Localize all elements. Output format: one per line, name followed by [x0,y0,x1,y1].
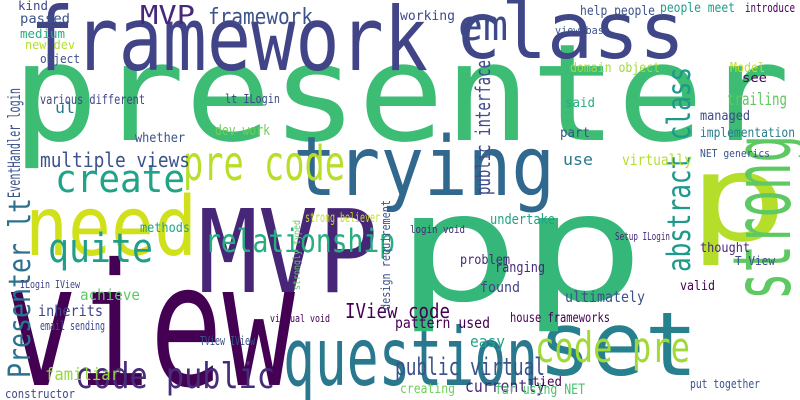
word: dev work [215,123,270,139]
word: class [455,0,685,77]
word: kind [18,0,48,13]
word: methods [140,221,190,236]
word: easy [470,332,505,351]
word: create [55,157,185,201]
word: public virtual [395,353,545,381]
word: currently [465,377,545,397]
word: strongly typed [292,220,303,290]
word: MVP [140,1,195,31]
word: code public [75,356,275,397]
word: p [520,162,645,336]
word: question [283,311,538,400]
word: abstract class [660,67,698,272]
word: use [563,150,593,169]
word: login void [410,223,465,236]
word: see [742,71,767,85]
word: virtually [622,151,692,169]
word: passed [20,12,70,27]
word: virtual void [270,312,330,325]
word: Setup ILogin [615,230,670,243]
word: public interface [471,60,495,195]
word: help people [580,4,655,19]
word: constructor [5,387,75,400]
word: trailing [727,90,787,110]
word: relationship [205,222,395,260]
word: Model [730,61,765,76]
word: TView IView [200,334,256,348]
word: quite [48,226,153,272]
word: familiar [45,365,120,385]
word: problem [460,253,510,268]
word: EventHandler login [5,88,25,198]
word: put together [690,377,760,391]
word: introduce [745,1,795,15]
word: trying [293,120,555,215]
word: thought [700,241,750,256]
word: presenter [12,15,790,172]
word: said [565,96,595,111]
word: ILogin IView [20,278,80,291]
word: framework [208,5,313,30]
word: T View [735,254,776,268]
word: house frameworks [510,311,610,326]
word: managed [700,109,750,124]
word: object [40,52,80,66]
word: ul [55,99,75,117]
word: p [688,130,788,269]
word: whether [135,131,185,146]
word: creating [400,382,455,397]
word: framework [30,0,428,91]
word: medium [20,27,65,41]
word: implementation [700,126,795,141]
word: IView code [345,299,450,323]
word: strong believer [305,211,380,226]
word: pre code [183,136,345,192]
word: design requirement [379,200,393,310]
word: MVP [198,186,378,320]
word: working [400,9,455,24]
word: pattern used [395,314,490,332]
word: em [458,1,508,50]
word: lt ILogin [225,92,280,106]
word: domain object [570,61,660,76]
word: ranging [495,260,545,276]
word: view [5,228,295,400]
word: far using NET [495,382,585,398]
word: Presenter lt [3,198,38,378]
word: people meet [660,1,735,16]
word: p [395,162,520,336]
word: NET generics [700,147,770,160]
word: part [560,126,590,141]
word: various different [40,93,145,108]
word: inherits [38,302,103,320]
word: tied [532,375,562,390]
word: multiple views [40,148,190,172]
word: undertake [490,212,555,228]
word: set [538,293,698,396]
word: valid [680,279,715,294]
word: need [25,180,197,275]
word: code pre [535,323,690,372]
word: found [480,280,520,296]
word: strong [716,135,800,300]
word: new dev [25,38,75,52]
word: ultimately [565,288,645,306]
word: view base [555,24,610,37]
word: email sending [40,319,105,333]
word: achieve [80,286,140,304]
